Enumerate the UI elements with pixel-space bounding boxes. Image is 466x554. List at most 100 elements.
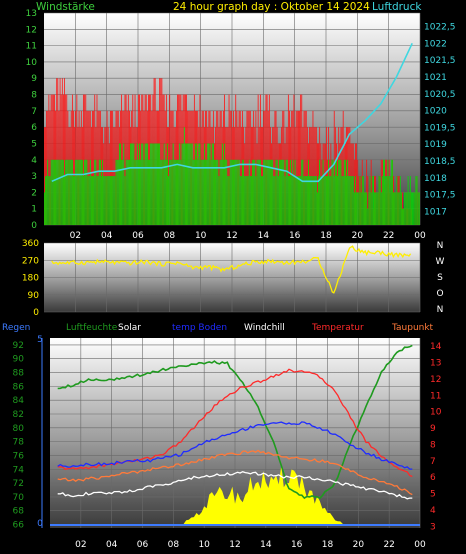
- wind-bar: [206, 159, 208, 225]
- wind-bar: [411, 192, 412, 225]
- wind-bar: [115, 159, 117, 225]
- wind-bar: [95, 159, 97, 225]
- wind-bar: [289, 176, 290, 225]
- wind-bar: [138, 159, 139, 225]
- gust-bar: [49, 110, 51, 225]
- wind-y-tick: 9: [31, 74, 37, 84]
- humidity-y-tick: 82: [13, 410, 24, 420]
- wind-bar: [398, 192, 400, 225]
- wind-bar: [76, 159, 78, 225]
- wind-bar: [271, 159, 272, 225]
- wind-bar: [163, 143, 165, 225]
- wind-bar: [174, 159, 176, 225]
- wind-bar: [73, 176, 74, 225]
- wind-bar: [385, 176, 387, 225]
- wind-bar: [240, 176, 242, 225]
- wind-bar: [376, 192, 378, 225]
- wind-bar: [368, 192, 370, 225]
- wind-bar: [377, 192, 379, 225]
- direction-y-tick: 180: [22, 274, 39, 284]
- wind-bar: [64, 176, 65, 225]
- wind-bar: [277, 176, 279, 225]
- temperature-y-tick: 3: [430, 522, 436, 532]
- wind-bar: [171, 159, 173, 225]
- wind-bar: [165, 159, 167, 225]
- x-tick: 22: [383, 540, 394, 550]
- gust-bar: [304, 110, 306, 225]
- wind-bar: [311, 176, 313, 225]
- wind-bar: [239, 176, 241, 225]
- wind-bar: [416, 176, 418, 225]
- gust-bar: [93, 110, 95, 225]
- humidity-y-tick: 92: [13, 341, 24, 351]
- gust-bar: [367, 176, 369, 225]
- wind-bar: [227, 176, 229, 225]
- wind-bar: [195, 143, 196, 225]
- gust-bar: [44, 127, 45, 225]
- wind-bar: [342, 176, 344, 225]
- wind-bar: [308, 159, 309, 225]
- direction-y-tick-labels: 360 270 180 90 0: [22, 239, 39, 318]
- wind-bar: [268, 159, 270, 225]
- wind-bar: [373, 176, 374, 225]
- wind-bar: [242, 159, 243, 225]
- wind-bar: [279, 159, 280, 225]
- wind-bar: [254, 159, 256, 225]
- wind-bar: [300, 176, 302, 225]
- wind-bar: [245, 176, 247, 225]
- wind-bar: [187, 143, 189, 225]
- left-axis-title: Windstärke: [36, 1, 95, 13]
- pressure-y-tick: 1021: [424, 73, 447, 83]
- wind-bar: [130, 143, 131, 225]
- wind-bar: [132, 143, 134, 225]
- solar-area: [57, 465, 413, 524]
- pressure-y-tick: 1018,5: [424, 157, 456, 167]
- wind-bar: [173, 159, 175, 225]
- wind-bar: [333, 176, 335, 225]
- wind-bar: [415, 176, 417, 225]
- humidity-y-tick: 68: [13, 507, 25, 517]
- gust-bar: [111, 110, 112, 225]
- wind-bar: [105, 176, 107, 225]
- gust-bar: [61, 78, 63, 225]
- wind-bar: [168, 176, 169, 225]
- gust-bar: [291, 110, 293, 225]
- wind-bar: [212, 143, 214, 225]
- wind-direction-line: [51, 245, 412, 294]
- gust-bar: [333, 110, 335, 225]
- humidity-y-tick: 80: [13, 424, 25, 434]
- x-tick: 10: [195, 231, 207, 241]
- wind-bar: [384, 159, 385, 225]
- humidity-y-tick: 84: [13, 396, 25, 406]
- wind-bar: [413, 192, 415, 225]
- wind-bar: [262, 176, 263, 225]
- compass-label: O: [436, 289, 443, 299]
- temperature-y-tick: 6: [430, 473, 436, 483]
- wind-y-tick: 6: [31, 123, 37, 133]
- wind-bar: [150, 143, 152, 225]
- wind-bar: [66, 159, 68, 225]
- wind-bar: [113, 176, 115, 225]
- wind-bar: [409, 176, 411, 225]
- wind-bar: [225, 159, 227, 225]
- wind-bar: [252, 159, 253, 225]
- wind-y-tick: 1: [31, 205, 37, 215]
- wind-bar: [298, 176, 299, 225]
- wind-bar: [142, 143, 144, 225]
- gust-bar: [289, 110, 290, 225]
- wind-bar: [366, 192, 368, 225]
- wind-bar: [122, 159, 124, 225]
- gust-bar: [87, 110, 89, 225]
- temperature-y-tick: 9: [430, 424, 436, 434]
- wind-bar: [139, 143, 140, 225]
- wind-bar: [143, 159, 145, 225]
- wind-bar: [59, 159, 61, 225]
- wind-bar: [60, 159, 62, 225]
- wind-bar: [190, 143, 192, 225]
- humidity-y-tick: 70: [13, 493, 25, 503]
- wind-bar: [378, 176, 380, 225]
- gust-bar: [83, 94, 84, 226]
- wind-bar: [117, 159, 119, 225]
